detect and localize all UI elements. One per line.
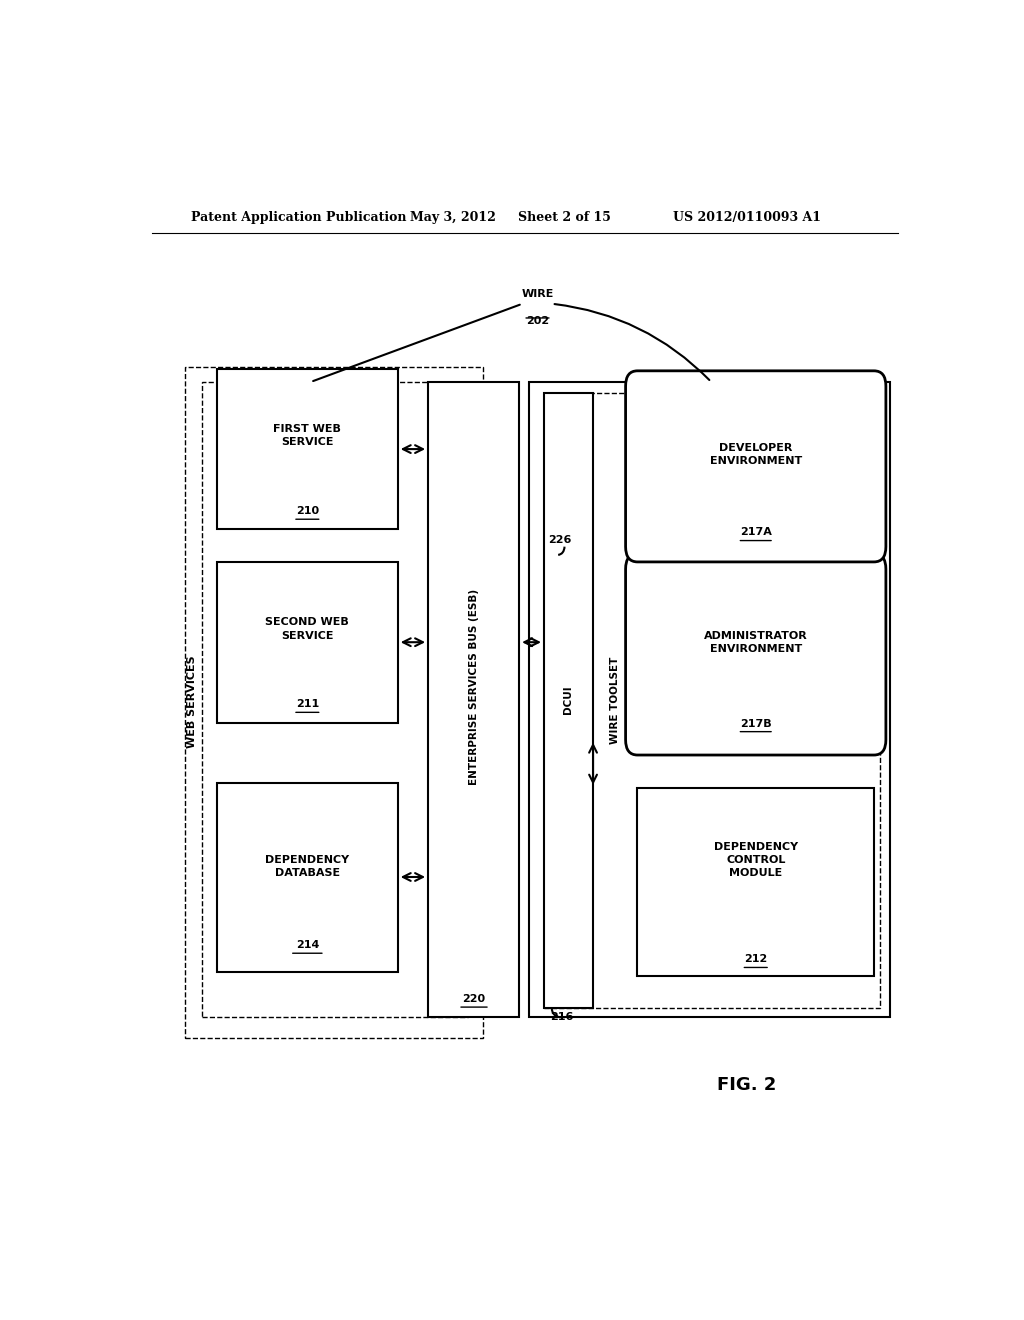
Text: Patent Application Publication: Patent Application Publication: [191, 211, 407, 224]
Bar: [202, 381, 468, 1018]
Text: May 3, 2012: May 3, 2012: [411, 211, 497, 224]
Bar: [217, 562, 397, 722]
Text: 210: 210: [296, 506, 318, 516]
Text: FIG. 2: FIG. 2: [718, 1076, 776, 1094]
Text: FIRST WEB
SERVICE: FIRST WEB SERVICE: [273, 424, 341, 447]
Bar: [544, 393, 881, 1008]
Bar: [428, 381, 519, 1018]
Bar: [217, 784, 397, 972]
Text: WEB SERVICES: WEB SERVICES: [187, 656, 198, 748]
Text: WIRE TOOLSET: WIRE TOOLSET: [610, 656, 621, 744]
Text: 217B: 217B: [740, 718, 771, 729]
Text: 217A: 217A: [739, 528, 772, 537]
Text: 216: 216: [550, 1012, 573, 1022]
Text: 211: 211: [296, 700, 319, 709]
Text: 226: 226: [549, 535, 572, 545]
Text: 212: 212: [744, 954, 767, 965]
Text: Sheet 2 of 15: Sheet 2 of 15: [518, 211, 611, 224]
Text: DEPENDENCY
CONTROL
MODULE: DEPENDENCY CONTROL MODULE: [714, 842, 798, 878]
Text: 214: 214: [296, 940, 319, 950]
Text: DEPENDENCY
DATABASE: DEPENDENCY DATABASE: [265, 855, 349, 878]
Bar: [544, 393, 593, 1008]
Bar: [638, 788, 874, 975]
Bar: [217, 368, 397, 529]
Text: 220: 220: [463, 994, 485, 1005]
Text: WIRE: WIRE: [521, 289, 554, 298]
Text: DEVELOPER
ENVIRONMENT: DEVELOPER ENVIRONMENT: [710, 442, 802, 466]
Text: US 2012/0110093 A1: US 2012/0110093 A1: [673, 211, 821, 224]
Text: DCUI: DCUI: [563, 686, 573, 714]
Bar: [185, 367, 482, 1038]
Text: ADMINISTRATOR
ENVIRONMENT: ADMINISTRATOR ENVIRONMENT: [703, 631, 808, 653]
FancyBboxPatch shape: [626, 371, 886, 562]
Bar: [528, 381, 890, 1018]
Text: SECOND WEB
SERVICE: SECOND WEB SERVICE: [265, 618, 349, 640]
FancyBboxPatch shape: [626, 554, 886, 755]
Text: 202: 202: [526, 315, 549, 326]
Text: ENTERPRISE SERVICES BUS (ESB): ENTERPRISE SERVICES BUS (ESB): [469, 589, 479, 785]
